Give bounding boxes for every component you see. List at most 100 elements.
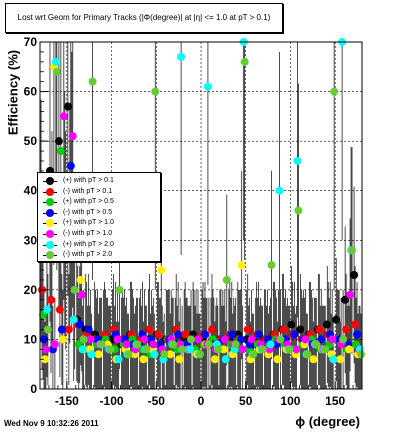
legend-label: (+) with pT > 2.0 bbox=[63, 240, 114, 248]
legend-entry: (+) with pT > 0.1 bbox=[40, 176, 160, 186]
data-point bbox=[157, 266, 166, 275]
data-point bbox=[279, 325, 288, 334]
y-tick-label: 30 bbox=[24, 233, 38, 247]
data-point bbox=[59, 112, 68, 121]
data-point bbox=[285, 345, 294, 354]
y-tick-label: 10 bbox=[24, 332, 38, 346]
data-point bbox=[54, 137, 63, 146]
data-point bbox=[66, 161, 75, 170]
data-point bbox=[97, 340, 106, 349]
data-point bbox=[276, 335, 285, 344]
y-tick-label: 0 bbox=[30, 382, 37, 396]
data-point bbox=[140, 335, 149, 344]
data-point bbox=[78, 345, 87, 354]
data-point bbox=[213, 345, 222, 354]
data-point bbox=[79, 335, 88, 344]
data-point bbox=[341, 295, 350, 304]
data-point bbox=[133, 340, 142, 349]
data-point bbox=[194, 335, 203, 344]
data-point bbox=[106, 345, 115, 354]
data-point bbox=[266, 340, 275, 349]
x-tick-label: 150 bbox=[325, 394, 345, 408]
legend-entry: (-) with pT > 0.5 bbox=[40, 208, 160, 218]
legend-label: (-) with pT > 0.5 bbox=[63, 208, 113, 216]
data-point bbox=[68, 132, 77, 141]
data-point bbox=[166, 350, 175, 359]
data-point bbox=[150, 350, 159, 359]
data-point bbox=[87, 350, 96, 359]
legend-entry: (-) with pT > 1.0 bbox=[40, 229, 160, 239]
x-tick-label: -100 bbox=[100, 394, 124, 408]
data-point bbox=[94, 350, 103, 359]
data-point bbox=[330, 87, 339, 96]
data-point bbox=[287, 320, 296, 329]
legend-entry: (+) with pT > 0.5 bbox=[40, 197, 160, 207]
data-point bbox=[139, 355, 148, 364]
data-point bbox=[267, 261, 276, 270]
data-point bbox=[220, 335, 229, 344]
data-point bbox=[175, 355, 184, 364]
data-point bbox=[151, 87, 160, 96]
data-point bbox=[296, 325, 305, 334]
data-point bbox=[203, 82, 212, 91]
data-point bbox=[187, 335, 196, 344]
data-point bbox=[292, 345, 301, 354]
data-point bbox=[52, 67, 61, 76]
legend-entry: (-) with pT > 2.0 bbox=[40, 250, 160, 260]
legend: (+) with pT > 0.1 (-) with pT > 0.1 (+) wi… bbox=[37, 172, 161, 262]
data-point bbox=[247, 335, 256, 344]
legend-label: (+) with pT > 1.0 bbox=[63, 219, 114, 227]
data-point bbox=[254, 330, 263, 339]
data-point bbox=[219, 345, 228, 354]
legend-label: (+) with pT > 0.1 bbox=[63, 177, 114, 184]
data-point bbox=[84, 325, 93, 334]
y-tick-label: 20 bbox=[24, 283, 38, 297]
data-point bbox=[75, 320, 84, 329]
data-point bbox=[63, 102, 72, 111]
data-point bbox=[57, 325, 66, 334]
data-point bbox=[339, 335, 348, 344]
data-point bbox=[169, 340, 178, 349]
x-tick-label: 0 bbox=[198, 394, 205, 408]
data-point bbox=[46, 295, 55, 304]
data-point bbox=[145, 325, 154, 334]
data-point bbox=[273, 355, 282, 364]
legend-marker bbox=[46, 251, 54, 260]
data-point bbox=[210, 355, 219, 364]
legend-marker bbox=[46, 208, 54, 217]
data-point bbox=[237, 261, 246, 270]
x-axis-label: ϕ (degree) bbox=[295, 414, 360, 429]
legend-label: (-) with pT > 2.0 bbox=[63, 251, 113, 259]
data-point bbox=[55, 305, 64, 314]
data-point bbox=[154, 330, 163, 339]
data-point bbox=[240, 57, 249, 66]
x-tick-label: 100 bbox=[280, 394, 300, 408]
data-point bbox=[195, 350, 204, 359]
data-point bbox=[351, 320, 360, 329]
data-point bbox=[243, 325, 252, 334]
legend-marker bbox=[46, 198, 54, 207]
data-point bbox=[50, 340, 59, 349]
data-point bbox=[356, 350, 365, 359]
data-point bbox=[40, 355, 49, 364]
data-point bbox=[294, 206, 303, 215]
data-point bbox=[275, 186, 284, 195]
legend-label: (-) with pT > 1.0 bbox=[63, 230, 113, 237]
data-point bbox=[332, 315, 341, 324]
data-point bbox=[290, 330, 299, 339]
legend-entry: (+) with pT > 2.0 bbox=[40, 240, 160, 250]
data-point bbox=[42, 305, 51, 314]
data-point bbox=[70, 285, 79, 294]
data-point bbox=[58, 335, 67, 344]
data-point bbox=[207, 325, 216, 334]
data-point bbox=[315, 325, 324, 334]
data-point bbox=[142, 345, 151, 354]
data-point bbox=[204, 340, 213, 349]
data-point bbox=[249, 350, 258, 359]
data-point bbox=[350, 270, 359, 279]
data-point bbox=[345, 345, 354, 354]
timestamp: Wed Nov 9 10:32:26 2011 bbox=[4, 419, 99, 428]
data-point bbox=[88, 77, 97, 86]
data-point bbox=[177, 52, 186, 61]
data-point bbox=[346, 290, 355, 299]
